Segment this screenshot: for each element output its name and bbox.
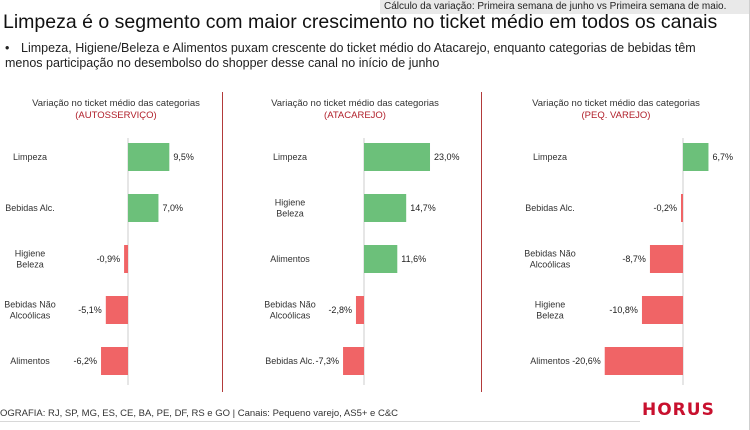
bar	[124, 245, 128, 273]
chart-title-text: Variação no ticket médio das categorias	[32, 98, 200, 109]
subtitle-text: Limpeza, Higiene/Beleza e Alimentos puxa…	[5, 41, 696, 70]
category-label: Bebidas Não Alcoólicas	[4, 300, 56, 321]
bar	[364, 143, 431, 171]
data-label: -8,7%	[622, 254, 646, 264]
category-label: Limpeza	[273, 152, 307, 162]
data-label: 9,5%	[173, 152, 194, 162]
data-label: 14,7%	[410, 203, 436, 213]
category-label: Bebidas Não Alcoólicas	[524, 249, 576, 270]
page-subtitle: • Limpeza, Higiene/Beleza e Alimentos pux…	[5, 41, 725, 71]
category-label: Bebidas Alc.	[5, 203, 55, 213]
chart-title-channel: (ATACAREJO)	[324, 110, 386, 121]
category-label: Alimentos	[270, 254, 310, 264]
data-label: 11,6%	[401, 254, 426, 264]
data-label: 7,0%	[162, 203, 183, 213]
horus-logo: HORUS	[642, 400, 715, 420]
bar	[343, 347, 364, 375]
bar	[604, 347, 683, 375]
category-label: Limpeza	[533, 152, 567, 162]
panel-divider	[481, 92, 482, 392]
category-label: Limpeza	[13, 152, 47, 162]
page-title: Limpeza é o segmento com maior crescimen…	[3, 11, 718, 33]
category-label: Higiene Beleza	[275, 198, 306, 219]
bar	[128, 194, 159, 222]
category-label: Higiene Beleza	[15, 249, 46, 270]
bar	[364, 194, 407, 222]
data-label: -0,9%	[97, 254, 121, 264]
chart-title-peq-varejo: Variação no ticket médio das categorias …	[526, 98, 706, 122]
footer-source: OGRAFIA: RJ, SP, MG, ES, CE, BA, PE, DF,…	[0, 408, 399, 419]
bar	[681, 194, 683, 222]
bullet-icon: •	[5, 41, 10, 55]
bar	[101, 347, 128, 375]
category-label: Bebidas Não Alcoólicas	[264, 300, 316, 321]
data-label: -2,8%	[328, 305, 352, 315]
bar	[364, 245, 398, 273]
bar	[128, 143, 170, 171]
data-label: 6,7%	[712, 152, 733, 162]
bar	[649, 245, 683, 273]
panel-divider	[222, 92, 223, 392]
calculation-note: Cálculo da variação: Primeira semana de …	[380, 0, 750, 14]
category-label: Higiene Beleza	[535, 300, 566, 321]
chart-title-text: Variação no ticket médio das categorias	[271, 98, 439, 109]
bar	[105, 296, 128, 324]
data-label: -0,2%	[653, 203, 677, 213]
chart-title-channel: (PEQ. VAREJO)	[581, 110, 651, 121]
bar	[683, 143, 709, 171]
data-label: -7,3%	[316, 356, 340, 366]
category-label: Alimentos	[10, 356, 50, 366]
category-label: Bebidas Alc.	[265, 356, 315, 366]
data-label: -10,8%	[609, 305, 638, 315]
data-label: -6,2%	[74, 356, 98, 366]
data-label: 23,0%	[434, 152, 460, 162]
bar	[355, 296, 364, 324]
data-label: -5,1%	[78, 305, 102, 315]
data-label: -20,6%	[572, 356, 601, 366]
chart-title-channel: (AUTOSSERVIÇO)	[75, 110, 157, 121]
category-label: Alimentos	[530, 356, 570, 366]
chart-title-atacarejo: Variação no ticket médio das categorias …	[265, 98, 445, 122]
chart-title-text: Variação no ticket médio das categorias	[532, 98, 700, 109]
footer-divider	[0, 421, 640, 422]
chart-title-autosservico: Variação no ticket médio das categorias …	[26, 98, 206, 122]
category-label: Bebidas Alc.	[525, 203, 575, 213]
bar	[641, 296, 683, 324]
